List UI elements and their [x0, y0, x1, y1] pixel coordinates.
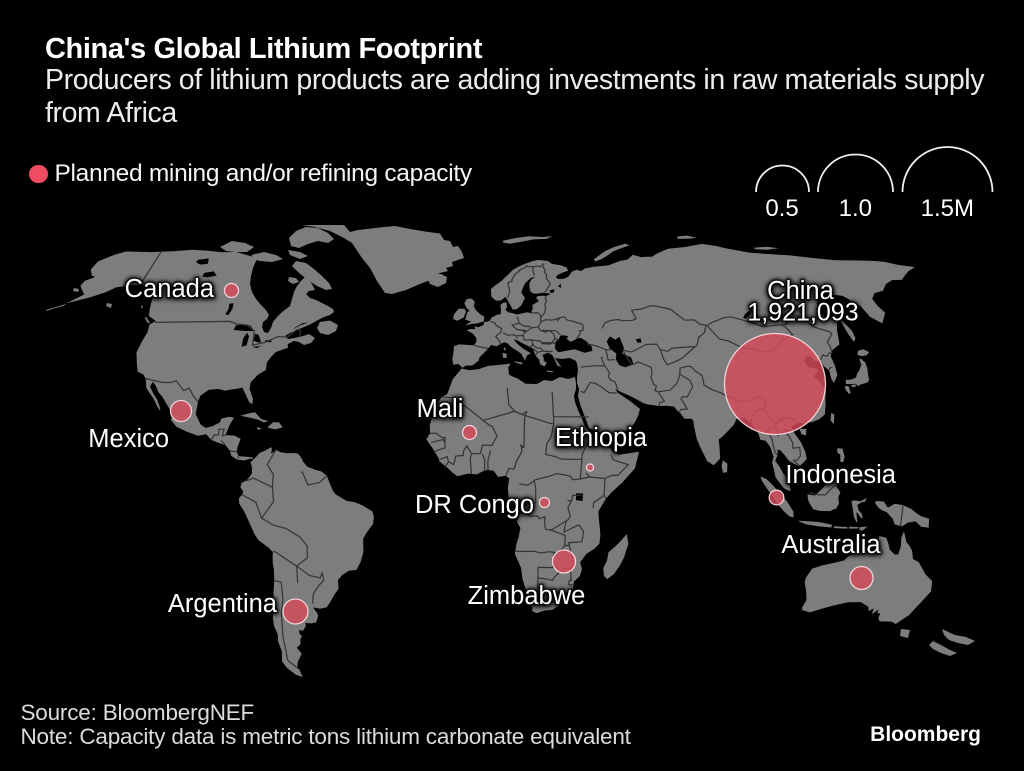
svg-text:Ethiopia: Ethiopia	[555, 424, 648, 452]
svg-text:1.5M: 1.5M	[921, 195, 974, 222]
svg-text:0.5: 0.5	[765, 195, 798, 222]
svg-text:Argentina: Argentina	[168, 590, 278, 618]
svg-text:DR Congo: DR Congo	[415, 491, 534, 519]
svg-text:Zimbabwe: Zimbabwe	[468, 582, 586, 610]
svg-text:Australia: Australia	[781, 531, 881, 559]
svg-text:China: China	[767, 277, 834, 305]
svg-text:Canada: Canada	[125, 275, 215, 303]
svg-text:Mali: Mali	[417, 395, 464, 423]
svg-text:1,921,093: 1,921,093	[747, 299, 858, 327]
svg-text:Mexico: Mexico	[88, 425, 169, 453]
svg-text:1.0: 1.0	[839, 195, 872, 222]
svg-text:Indonesia: Indonesia	[785, 461, 896, 489]
